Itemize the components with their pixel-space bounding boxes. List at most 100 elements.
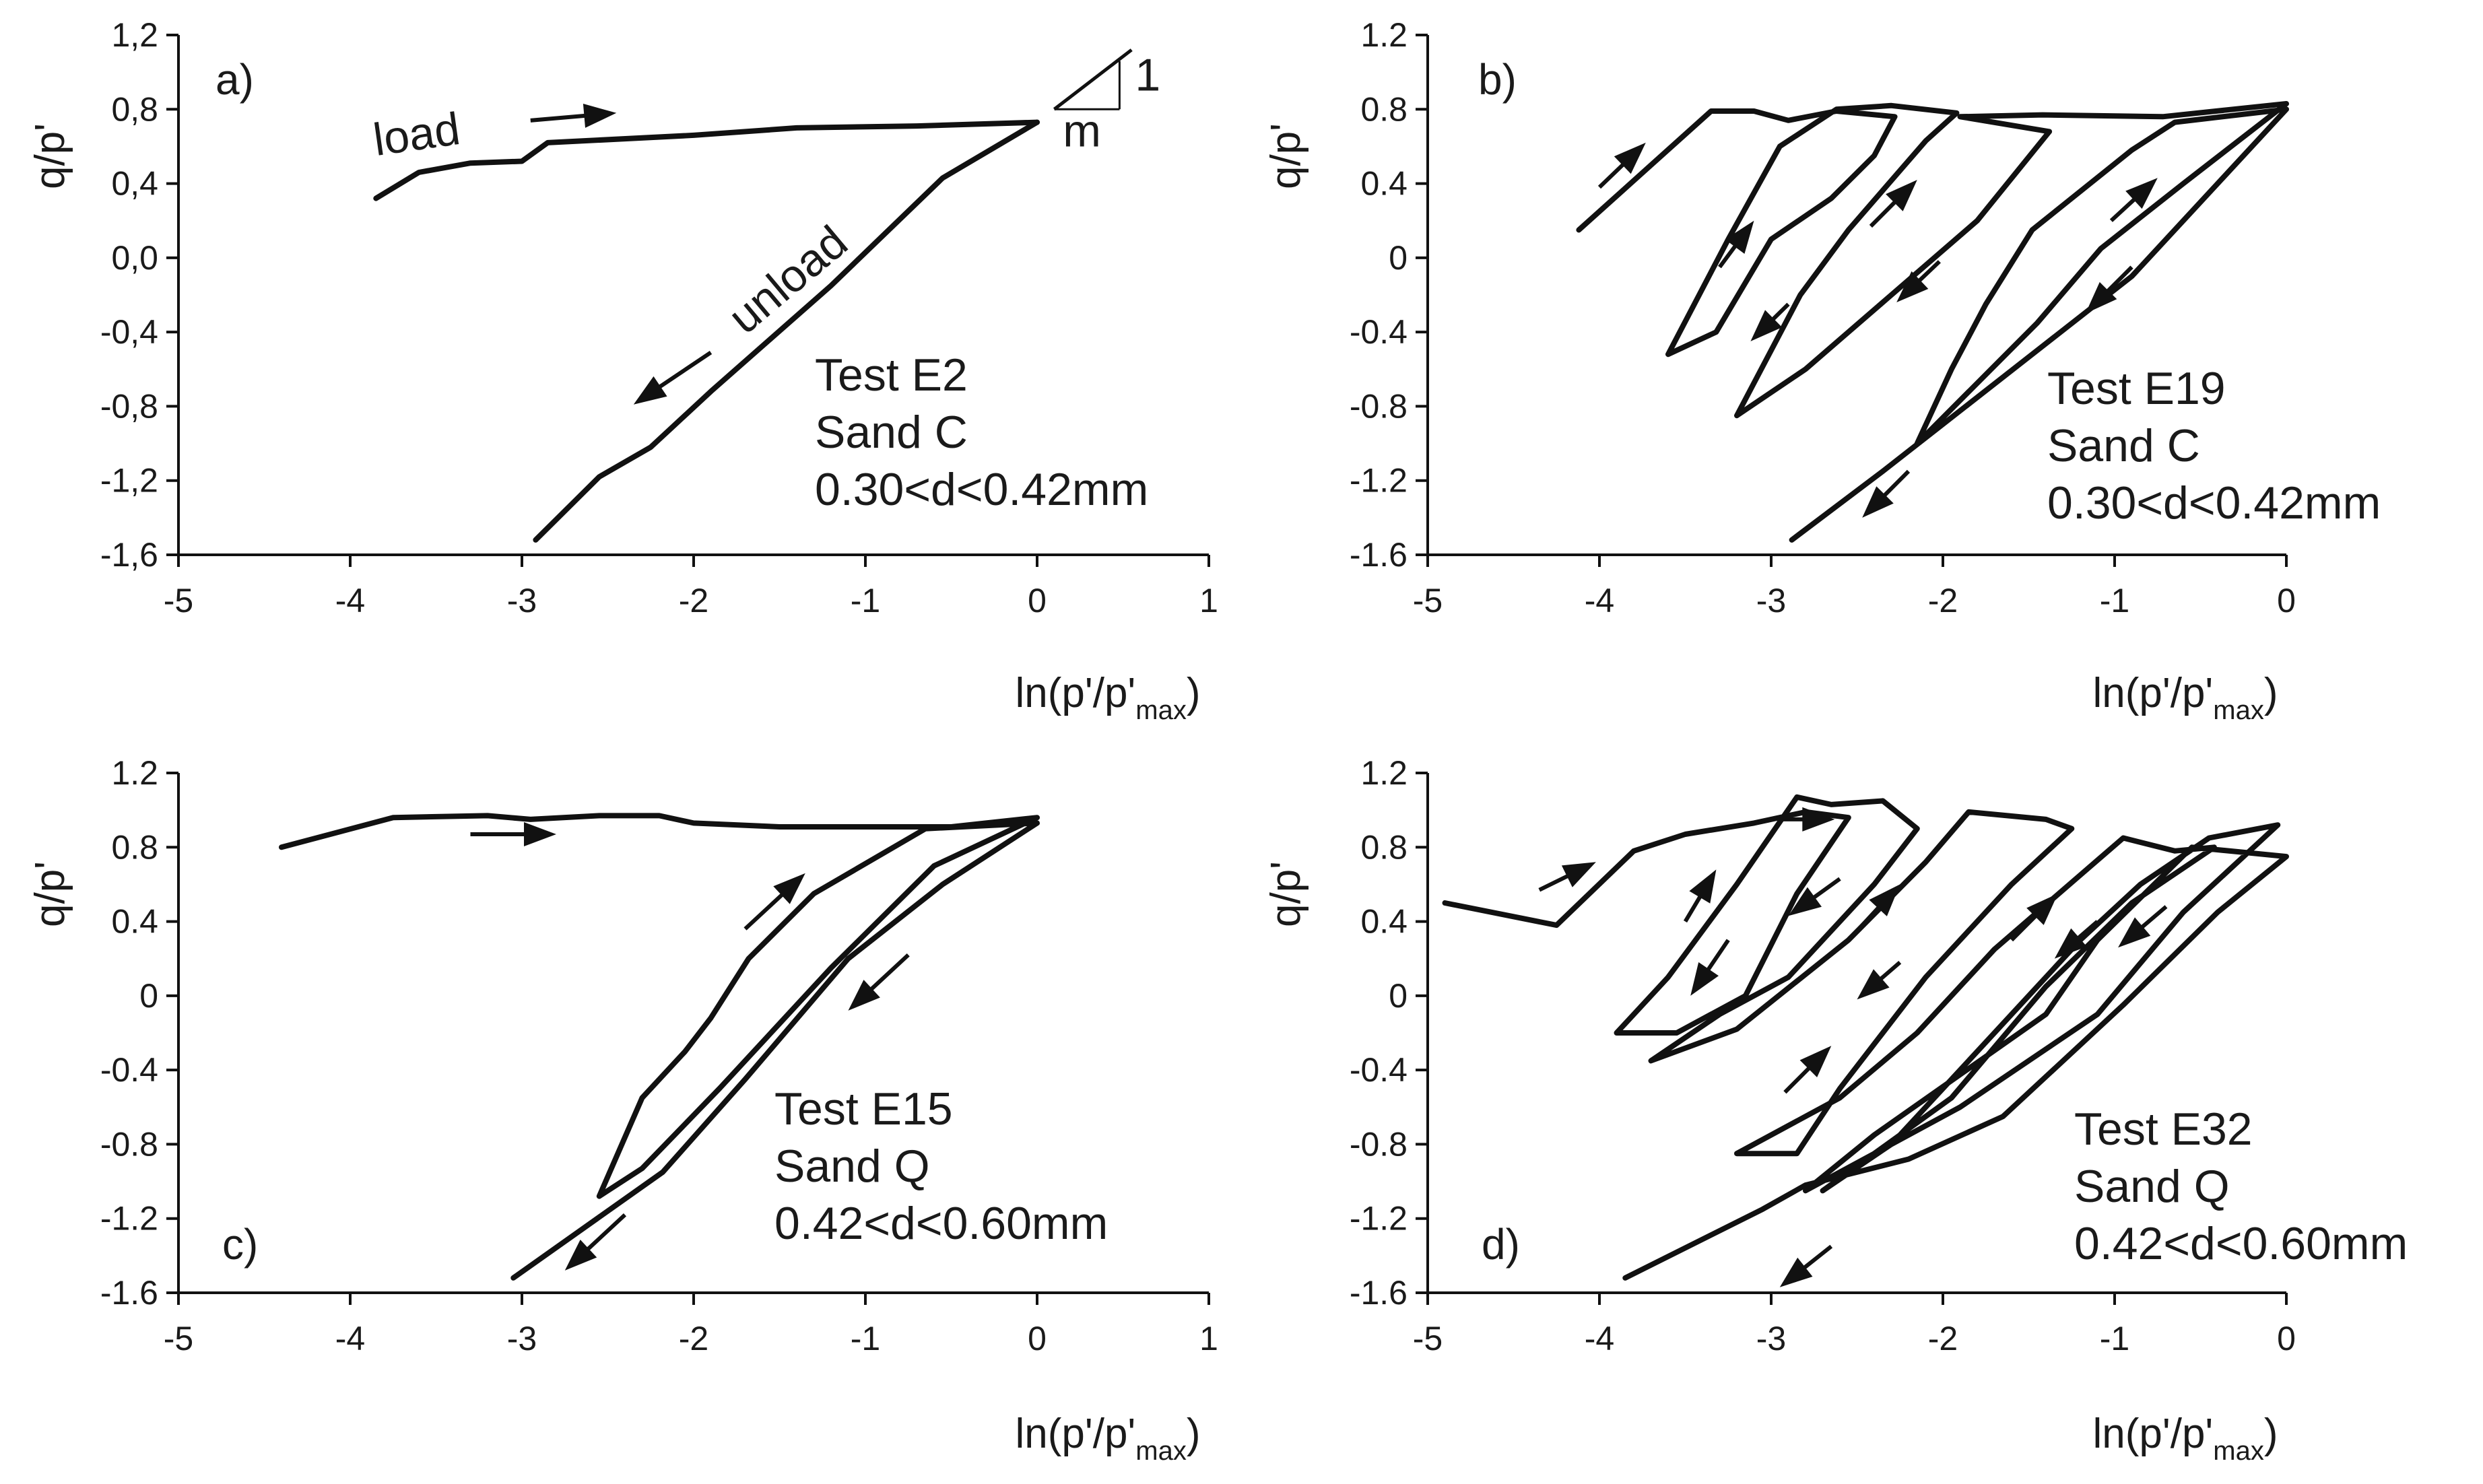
direction-arrow [848,953,910,1011]
direction-arrow [1862,469,1911,518]
direction-arrow [1857,960,1902,1000]
x-tick-label: -3 [1756,582,1786,619]
x-tick-label: -4 [335,582,365,619]
panel-letter: b) [1478,55,1517,104]
x-tick-label: 0 [1028,582,1047,619]
direction-arrow [1783,1046,1832,1094]
direction-arrow [1690,939,1730,996]
panel-c: 1.2 0.8 0.4 0 -0.4 -0.8 -1.2 -1.6-5 -4 -3 -2 -1 0 1 q/… [27,754,1218,1466]
slope-triangle: 1m [1053,48,1160,156]
y-axis-label: q/p' [1263,123,1309,189]
x-tick-label: -5 [164,1320,193,1357]
direction-arrow [1718,220,1754,269]
y-tick-label: 1.2 [1360,754,1408,792]
x-tick-label: 0 [2277,582,2296,619]
direction-arrow [1869,180,1917,228]
y-tick-label: -1.2 [1350,1200,1408,1238]
direction-arrow [743,873,805,931]
y-tick-label: -1.6 [100,1274,158,1312]
test-annotation-line: Sand C [2047,420,2200,471]
x-tick-label: -4 [335,1320,365,1357]
x-tick-label: 0 [2277,1320,2296,1357]
y-tick-label: 1,2 [111,16,158,54]
test-annotation-line: 0.42<d<0.60mm [2074,1218,2408,1269]
y-tick-label: 0 [1389,977,1408,1015]
direction-arrow [564,1213,627,1271]
y-tick-label: -1.6 [1350,1274,1408,1312]
direction-arrow [2054,920,2099,959]
y-tick-label: -0.8 [1350,1125,1408,1163]
direction-arrow [470,822,556,846]
x-tick-label: -2 [679,582,708,619]
y-tick-label: -1,6 [100,536,158,574]
y-tick-label: 0.4 [111,903,158,941]
x-tick-label: -4 [1585,582,1614,619]
x-tick-label: 0 [1028,1320,1047,1357]
direction-arrow [1788,877,1841,916]
y-tick-label: 0.8 [1360,828,1408,866]
y-tick-label: -0.4 [1350,1051,1408,1089]
curve-unload [533,119,1040,543]
x-axis-label: ln(p'/p'max) [1016,1411,1201,1466]
x-axis-label: ln(p'/p'max) [1016,670,1201,725]
test-annotation-line: 0.30<d<0.42mm [2047,477,2381,529]
x-tick-label: 1 [1199,1320,1218,1357]
direction-arrow [1750,302,1790,341]
direction-arrow [2118,905,2168,948]
y-tick-label: -0.8 [1350,387,1408,425]
y-tick-label: 0.8 [111,828,158,866]
y-tick-label: -0.8 [100,1125,158,1163]
direction-arrow [1779,1244,1833,1287]
curve-path [1442,794,2289,1281]
test-annotation-line: Test E2 [815,349,968,401]
panel-d: 1.2 0.8 0.4 0 -0.4 -0.8 -1.2 -1.6-5 -4 -3 -2 -1 0 q/p… [1263,754,2408,1466]
curve-path [279,813,1040,1281]
slope-run-label: m [1063,105,1101,156]
x-tick-label: -3 [507,582,537,619]
x-tick-label: 1 [1199,582,1218,619]
test-annotation-line: Test E15 [774,1083,953,1135]
curve-load [373,119,1040,201]
x-tick-label: -1 [2100,582,2129,619]
x-tick-label: -5 [1413,582,1443,619]
test-annotation-line: Sand Q [2074,1161,2230,1212]
x-tick-label: -1 [851,1320,880,1357]
y-tick-label: -1.6 [1350,536,1408,574]
x-tick-label: -1 [851,582,880,619]
test-annotation-line: Test E32 [2074,1104,2253,1155]
x-tick-label: -2 [679,1320,708,1357]
y-tick-label: -0,4 [100,313,158,351]
y-tick-label: 0,8 [111,90,158,128]
direction-arrow [1538,862,1596,892]
panel-a: 1,2 0,8 0,4 0,0 -0,4 -0,8 -1,2 -1,6-5 -4 -3 -2 -1 0 1… [27,16,1218,725]
x-tick-label: -5 [1413,1320,1443,1357]
y-tick-label: -0.4 [100,1051,158,1089]
direction-arrow [1779,807,1835,832]
y-tick-label: 0 [1389,239,1408,277]
y-tick-label: -1.2 [1350,462,1408,500]
direction-arrow [633,350,713,405]
x-axis-label: ln(p'/p'max) [2093,670,2278,725]
direction-arrow [2109,178,2158,222]
panel-letter: c) [222,1220,258,1269]
direction-arrow [1896,260,1941,302]
y-axis-label: q/p' [1263,861,1309,927]
x-tick-label: -3 [1756,1320,1786,1357]
curve-path [1576,101,2289,543]
test-annotation-line: 0.42<d<0.60mm [774,1198,1108,1249]
curve-label-load: load [370,103,463,166]
y-tick-label: -0,8 [100,387,158,425]
direction-arrow [2010,893,2058,942]
x-tick-label: -3 [507,1320,537,1357]
x-tick-label: -2 [1928,1320,1958,1357]
y-tick-label: -1.2 [100,1200,158,1238]
y-tick-label: 0.8 [1360,90,1408,128]
x-tick-label: -1 [2100,1320,2129,1357]
x-tick-label: -5 [164,582,193,619]
direction-arrow [530,104,617,128]
direction-arrow [2085,265,2133,314]
panel-letter: d) [1482,1220,1520,1269]
test-annotation-line: Sand C [815,407,968,458]
slope-rise-label: 1 [1135,50,1160,101]
